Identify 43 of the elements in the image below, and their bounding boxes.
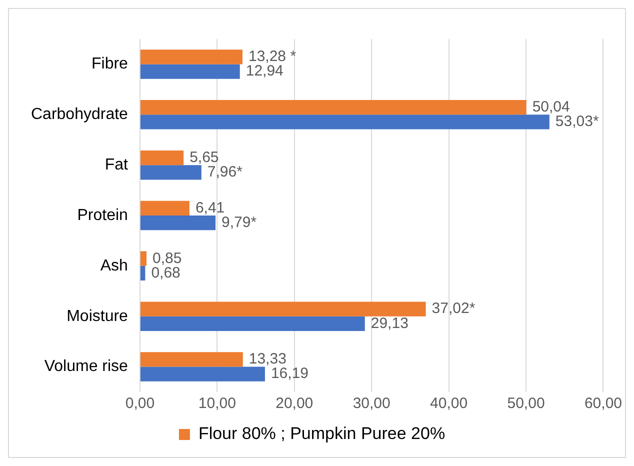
bar <box>140 216 216 230</box>
bar <box>140 50 242 64</box>
bar <box>140 150 184 166</box>
legend-label: Flour 80% ; Pumpkin Puree 20% <box>198 424 446 444</box>
bar <box>140 64 240 79</box>
data-label: 6,41 <box>195 199 225 216</box>
bar <box>140 316 365 331</box>
data-label: 29,13 <box>370 314 408 332</box>
data-label: 53,03* <box>555 113 599 130</box>
bar <box>140 114 550 130</box>
y-tick-label: Protein <box>77 206 128 224</box>
data-label: 7,96* <box>207 164 243 181</box>
bar <box>140 366 265 382</box>
x-tick-label: 40,00 <box>430 395 468 412</box>
bar <box>140 266 146 281</box>
data-label: 0,85 <box>152 250 182 267</box>
x-tick-label: 20,00 <box>276 395 314 412</box>
bar <box>140 200 190 216</box>
x-tick-label: 50,00 <box>507 395 545 412</box>
data-label: 0,68 <box>151 264 180 282</box>
y-tick-label: Volume rise <box>44 358 128 376</box>
data-label: 50,04 <box>532 98 570 116</box>
y-tick-label: Ash <box>100 257 128 274</box>
x-tick-label: 30,00 <box>352 395 390 412</box>
y-tick-label: Carbohydrate <box>30 106 128 124</box>
bar <box>140 251 147 266</box>
data-label: 16,19 <box>270 365 308 382</box>
bar <box>140 165 202 180</box>
bar <box>140 352 243 367</box>
x-tick-label: 0,00 <box>125 395 155 412</box>
data-label: 12,94 <box>246 62 284 80</box>
data-label: 9,79* <box>222 214 257 231</box>
data-label: 5,65 <box>190 148 219 166</box>
y-tick-label: Fat <box>104 156 128 174</box>
y-tick-label: Moisture <box>66 308 128 325</box>
y-tick-label: Fibre <box>91 56 128 73</box>
bar <box>140 100 526 115</box>
x-tick-label: 60,00 <box>584 395 622 412</box>
bar <box>140 302 426 316</box>
data-label: 13,33 <box>248 350 286 368</box>
data-label: 13,28 * <box>248 48 296 66</box>
data-label: 37,02* <box>432 300 476 318</box>
x-tick-label: 10,00 <box>198 395 236 412</box>
